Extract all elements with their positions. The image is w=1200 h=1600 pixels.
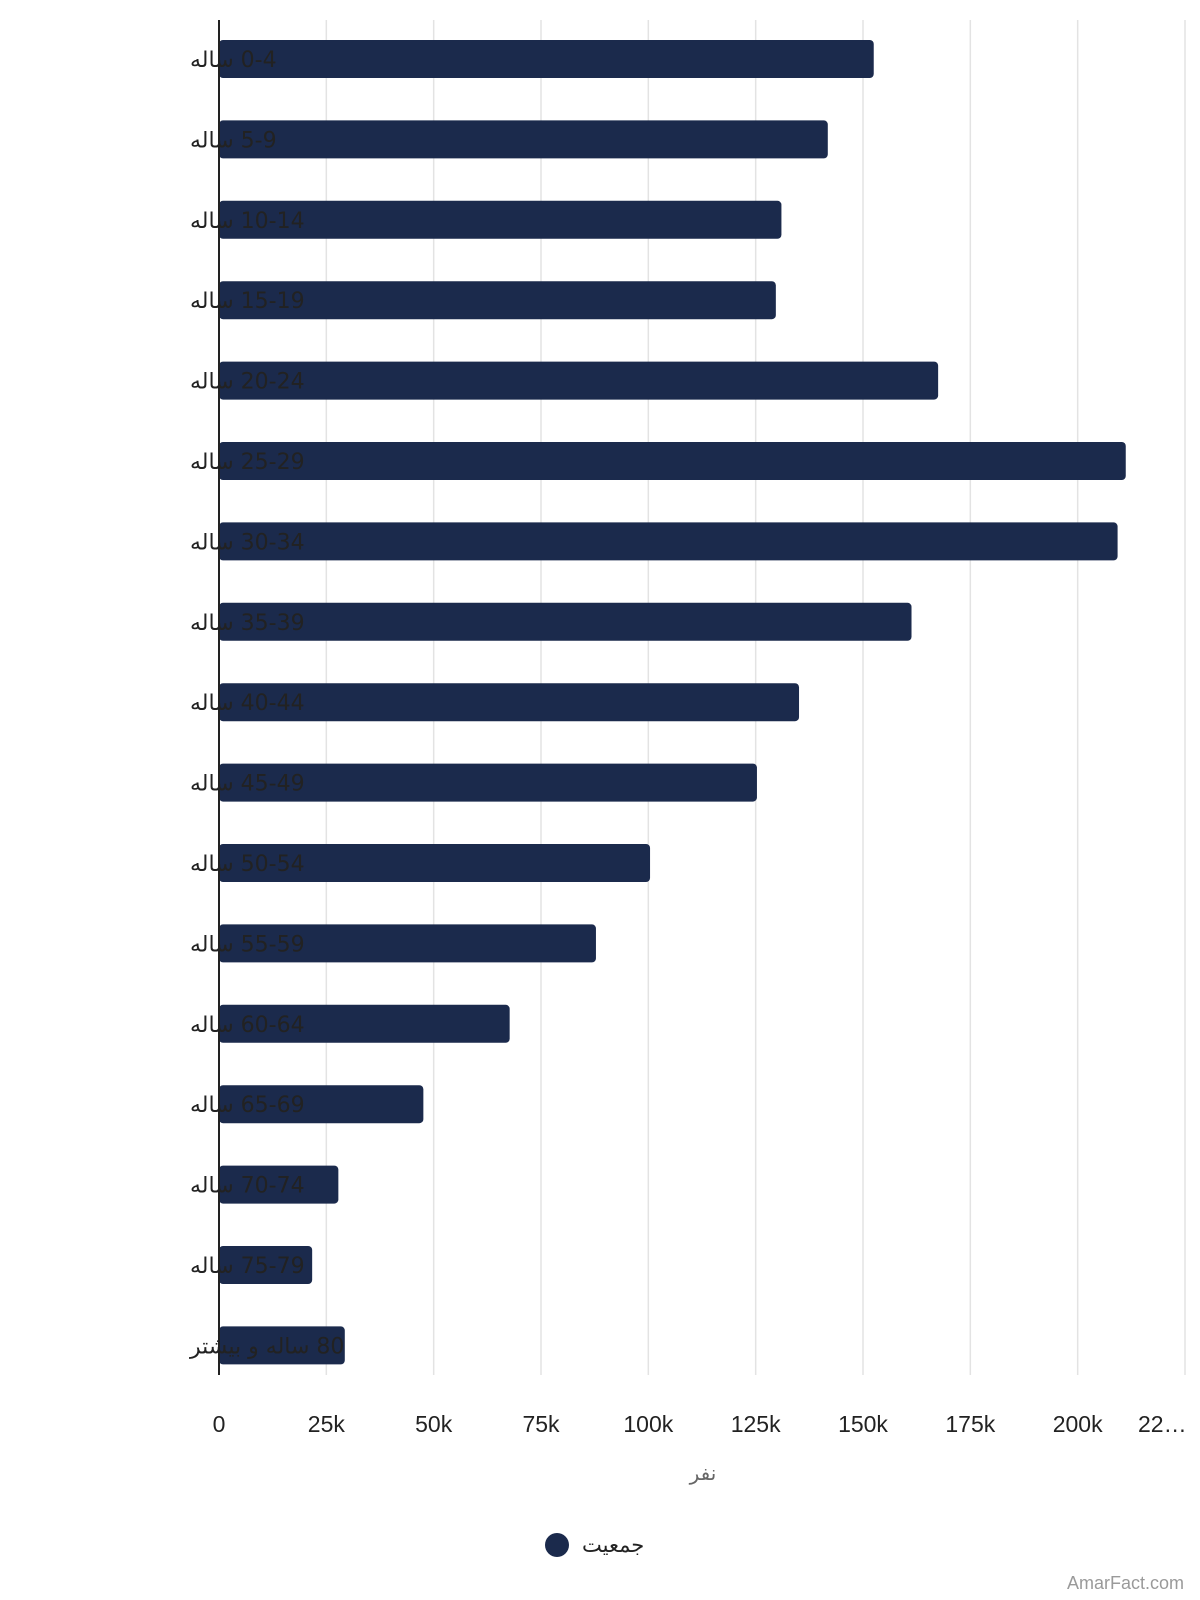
x-tick-label: 200k xyxy=(1053,1411,1103,1437)
category-label: 10-14 ساله xyxy=(190,209,305,234)
x-tick-label: 75k xyxy=(522,1411,560,1437)
category-label: 15-19 ساله xyxy=(190,289,305,314)
bar[interactable] xyxy=(219,1326,345,1365)
x-tick-labels: 0 25k 50k 75k 100k 125k 150k 175k 200k 22… xyxy=(213,1411,1187,1437)
category-label: 35-39 ساله xyxy=(190,611,305,636)
x-axis-title: نفر xyxy=(689,1461,717,1485)
bar[interactable] xyxy=(219,120,828,159)
x-tick-label: 25k xyxy=(308,1411,346,1437)
category-label: 55-59 ساله xyxy=(190,932,305,957)
category-labels: 0-4 ساله 5-9 ساله 10-14 ساله 15-19 ساله 20-2… xyxy=(189,48,344,1359)
watermark: AmarFact.com xyxy=(1066,1573,1184,1593)
category-label: 20-24 ساله xyxy=(190,370,305,395)
category-label: 75-79 ساله xyxy=(190,1254,305,1279)
legend[interactable]: جمعیت xyxy=(545,1533,644,1557)
bar[interactable] xyxy=(219,1004,510,1043)
category-label: 45-49 ساله xyxy=(190,772,305,797)
category-label: 70-74 ساله xyxy=(190,1174,305,1199)
x-tick-label: 100k xyxy=(623,1411,673,1437)
bar[interactable] xyxy=(219,683,800,722)
x-tick-label: 150k xyxy=(838,1411,888,1437)
bar[interactable] xyxy=(219,361,939,400)
bar[interactable] xyxy=(219,1246,313,1284)
legend-swatch-icon xyxy=(545,1533,569,1557)
category-label: 0-4 ساله xyxy=(190,48,277,73)
bar[interactable] xyxy=(219,1165,339,1204)
bar[interactable] xyxy=(219,40,874,78)
bar[interactable] xyxy=(219,1085,424,1124)
category-label: 80 ساله و بیشتر xyxy=(189,1334,344,1359)
bar[interactable] xyxy=(219,442,1126,480)
bar[interactable] xyxy=(219,602,912,641)
x-tick-label: 125k xyxy=(731,1411,781,1437)
category-label: 5-9 ساله xyxy=(190,128,277,153)
x-tick-label: 50k xyxy=(415,1411,453,1437)
x-tick-label: 175k xyxy=(945,1411,995,1437)
bar[interactable] xyxy=(219,924,596,963)
category-label: 40-44 ساله xyxy=(190,691,305,716)
category-label: 25-29 ساله xyxy=(190,450,305,475)
category-label: 50-54 ساله xyxy=(190,852,305,877)
bar[interactable] xyxy=(219,522,1118,561)
bar[interactable] xyxy=(219,200,782,239)
bar[interactable] xyxy=(219,844,651,882)
bar[interactable] xyxy=(219,763,757,802)
legend-label: جمعیت xyxy=(582,1533,644,1557)
bar[interactable] xyxy=(219,281,776,320)
x-tick-label: 0 xyxy=(213,1411,226,1437)
category-label: 30-34 ساله xyxy=(190,530,305,555)
category-label: 65-69 ساله xyxy=(190,1093,305,1118)
x-tick-label: 22… xyxy=(1138,1411,1187,1437)
category-label: 60-64 ساله xyxy=(190,1013,305,1038)
bars xyxy=(219,40,1126,1365)
